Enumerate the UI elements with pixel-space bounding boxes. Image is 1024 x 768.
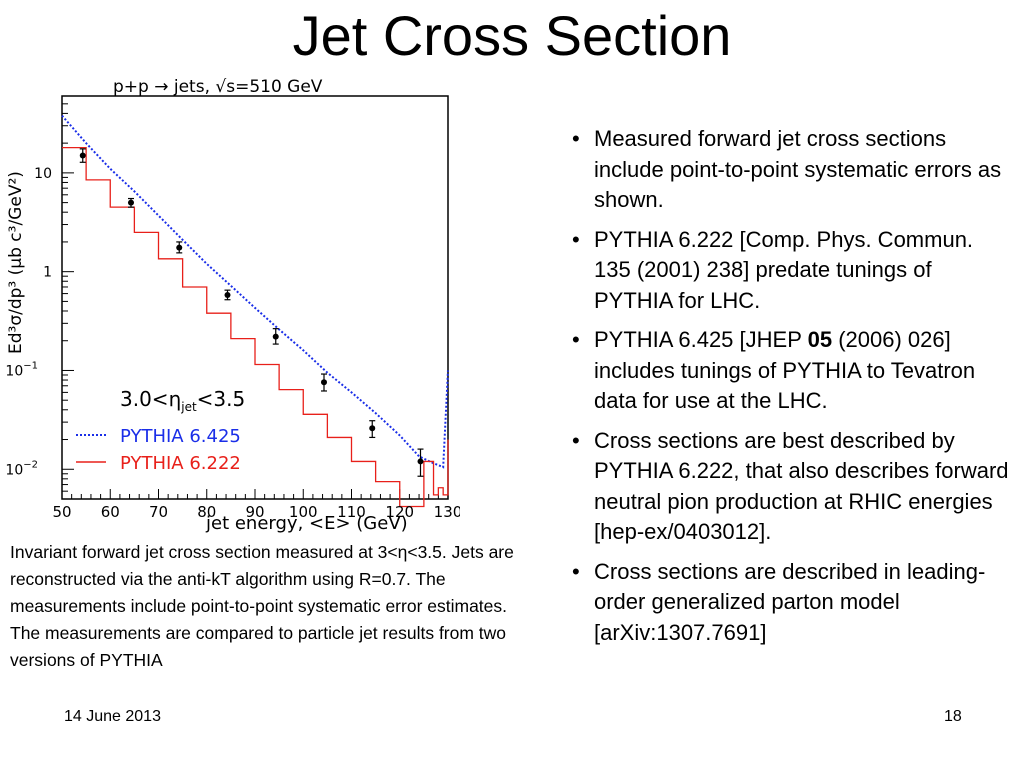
y-axis-label: Ed³σ/dp³ (μb c³/GeV²) [6, 171, 26, 354]
bullet-item: • Cross sections are described in leading… [572, 557, 1012, 649]
y-tick-label: 10−1 [5, 360, 38, 379]
x-tick-label: 90 [245, 503, 264, 521]
x-tick-label: 110 [337, 503, 366, 521]
bullet-dot: • [572, 558, 580, 584]
data-point [369, 425, 376, 432]
footer-date: 14 June 2013 [64, 708, 161, 725]
data-point [417, 458, 424, 465]
chart-title: p+p → jets, √s=510 GeV [113, 77, 323, 97]
x-tick-label: 70 [149, 503, 168, 521]
bullet-text: Cross sections are best described by PYT… [594, 427, 1009, 545]
data-point [224, 292, 231, 299]
x-tick-label: 60 [101, 503, 120, 521]
bullet-item: • Measured forward jet cross sections inc… [572, 124, 1012, 216]
legend-label: PYTHIA 6.222 [120, 453, 241, 474]
bullet-item: • Cross sections are best described by PY… [572, 426, 1012, 548]
data-point [272, 333, 279, 340]
slide-title: Jet Cross Section [292, 4, 732, 67]
data-point [79, 152, 86, 159]
chart-caption: Invariant forward jet cross section meas… [10, 542, 514, 670]
data-point [127, 199, 134, 206]
bullet-dot: • [572, 126, 580, 151]
bullet-text: PYTHIA 6.222 [Comp. Phys. Commun. 135 (2… [594, 226, 974, 313]
x-tick-label: 130 [434, 503, 460, 521]
x-tick-label: 80 [197, 503, 216, 521]
eta-range-label: 3.0<ηjet<3.5 [120, 387, 245, 414]
chart-plot: 50 60 70 80 90 100 110 120 130 10 1 10−1 10−2 p+p → j… [5, 77, 460, 534]
plot-frame [61, 95, 449, 500]
y-tick-label: 1 [43, 265, 52, 281]
bullet-dot: • [572, 427, 580, 453]
series-line [62, 147, 449, 508]
y-tick-label: 10 [34, 166, 52, 182]
bullet-dot: • [572, 327, 580, 352]
series-line [61, 114, 449, 469]
bullet-text: Measured forward jet cross sections incl… [594, 126, 1002, 212]
bullet-text: Cross sections are described in leading-… [594, 558, 986, 645]
y-tick-label: 10−2 [5, 459, 38, 478]
x-tick-label: 50 [52, 503, 71, 521]
x-tick-label: 120 [385, 503, 414, 521]
bullet-text-part: (2006) 026] includes tunings of PYTHIA t… [594, 327, 976, 413]
data-point [176, 244, 183, 251]
bullet-item: • PYTHIA 6.425 [JHEP 05 (2006) 026] inclu… [572, 325, 1012, 417]
data-point [320, 379, 327, 386]
bullet-text-part: PYTHIA 6.425 [JHEP [594, 327, 808, 352]
bullet-bold-volume: 05 [807, 327, 833, 352]
legend-label: PYTHIA 6.425 [120, 426, 241, 447]
page-number: 18 [944, 708, 962, 725]
x-axis-label: jet energy, <E> (GeV) [205, 513, 408, 534]
bullet-list: • Measured forward jet cross sections inc… [572, 124, 1012, 657]
bullet-dot: • [572, 226, 580, 252]
bullet-item: • PYTHIA 6.222 [Comp. Phys. Commun. 135 (… [572, 225, 1012, 317]
x-tick-label: 100 [289, 503, 318, 521]
